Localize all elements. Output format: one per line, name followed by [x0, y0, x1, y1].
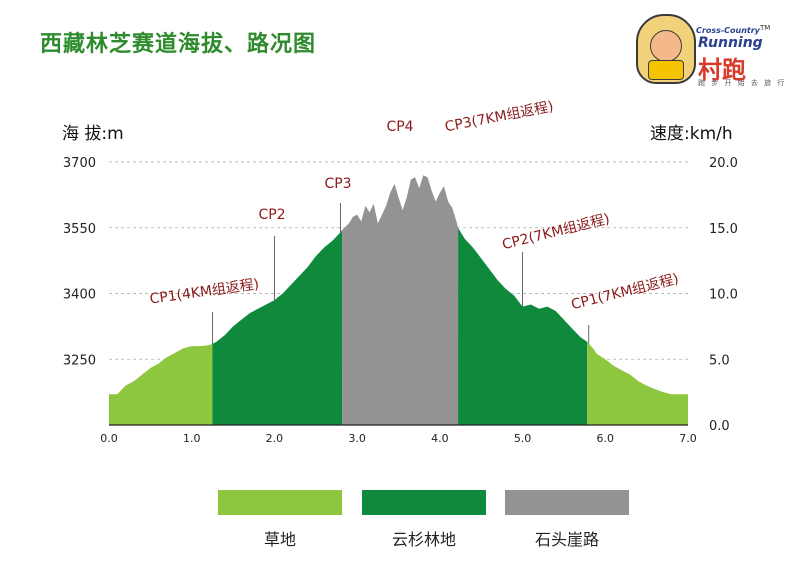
- checkpoint-label: CP1(4KM组返程): [149, 276, 260, 307]
- x-tick-label: 0.0: [100, 432, 118, 445]
- x-tick-label: 2.0: [266, 432, 284, 445]
- x-tick-label: 7.0: [679, 432, 697, 445]
- legend-label: 石头崖路: [534, 530, 599, 549]
- checkpoint-label: CP1(7KM组返程): [570, 271, 681, 313]
- x-tick-label: 5.0: [514, 432, 532, 445]
- checkpoint-label: CP2: [258, 207, 285, 223]
- legend-swatch: [362, 490, 486, 515]
- logo-trademark: TM: [760, 24, 771, 32]
- checkpoint-label: CP2(7KM组返程): [501, 211, 612, 253]
- logo-name: 村跑: [698, 56, 746, 84]
- logo-running: Running: [698, 35, 763, 51]
- y2-tick-label: 0.0: [709, 419, 730, 434]
- area-segment: [342, 175, 459, 425]
- logo-slogan: 跑 步 开 始 去 旅 行: [698, 79, 787, 87]
- y2-tick-label: 15.0: [709, 222, 738, 237]
- y2-tick-labels: 0.0 5.0 10.0 15.0 20.0: [709, 156, 738, 434]
- elevation-areas: [109, 175, 688, 425]
- area-segment: [212, 229, 343, 425]
- x-tick-label: 3.0: [348, 432, 366, 445]
- x-tick-label: 6.0: [597, 432, 615, 445]
- legend-label: 云杉林地: [391, 530, 456, 549]
- legend: [218, 490, 629, 515]
- logo-tagline: Cross-Country: [696, 26, 760, 35]
- y2-axis-label: 速度:km/h: [650, 124, 733, 144]
- checkpoint-label: CP3: [324, 176, 351, 192]
- legend-label: 草地: [263, 530, 296, 549]
- area-segment: [458, 227, 588, 425]
- chart-title: 西藏林芝赛道海拔、路况图: [40, 32, 317, 57]
- legend-swatch: [218, 490, 342, 515]
- y2-tick-label: 20.0: [709, 156, 738, 171]
- checkpoint-lines: [211, 203, 590, 344]
- y2-tick-label: 10.0: [709, 288, 738, 303]
- y-tick-label: 3550: [63, 222, 96, 237]
- y-tick-label: 3250: [63, 353, 96, 368]
- legend-swatch: [505, 490, 629, 515]
- checkpoint-label: CP3(7KM组返程): [444, 99, 555, 136]
- x-tick-label: 4.0: [431, 432, 449, 445]
- y-tick-labels: 3250 3400 3550 3700: [63, 156, 96, 368]
- y2-tick-label: 5.0: [709, 353, 730, 368]
- y-axis-label: 海 拔:m: [62, 124, 124, 144]
- x-tick-label: 1.0: [183, 432, 201, 445]
- mascot-icon: [636, 14, 696, 84]
- x-tick-labels: 0.0 1.0 2.0 3.0 4.0 5.0 6.0 7.0: [100, 432, 697, 445]
- brand-logo: Cross-Country Running 村跑 跑 步 开 始 去 旅 行 T…: [636, 8, 784, 88]
- checkpoint-label: CP4: [386, 119, 413, 135]
- y-tick-label: 3700: [63, 156, 96, 171]
- area-segment: [109, 343, 213, 425]
- y-tick-label: 3400: [63, 288, 96, 303]
- area-segment: [587, 341, 688, 425]
